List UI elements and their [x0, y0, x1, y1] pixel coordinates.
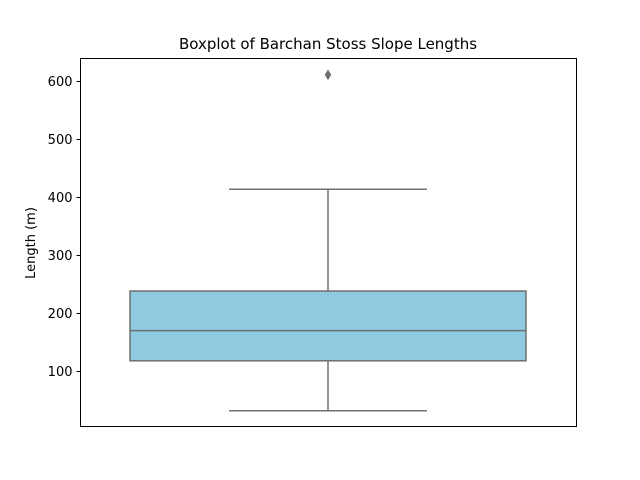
- y-tick-label: 600: [48, 75, 73, 90]
- chart-title: Boxplot of Barchan Stoss Slope Lengths: [179, 35, 477, 53]
- plot-frame: [80, 58, 577, 427]
- y-tick-label: 300: [48, 249, 73, 264]
- y-axis-label: Length (m): [24, 207, 39, 279]
- y-tick-label: 500: [48, 133, 73, 148]
- y-tick-label: 100: [48, 365, 73, 380]
- y-tick-label: 200: [48, 307, 73, 322]
- box-group: [129, 69, 527, 412]
- y-axis: 100 200 300 400 500 600: [48, 75, 81, 380]
- outlier-point: [324, 69, 332, 81]
- y-tick-label: 400: [48, 191, 73, 206]
- interquartile-box: [129, 290, 527, 362]
